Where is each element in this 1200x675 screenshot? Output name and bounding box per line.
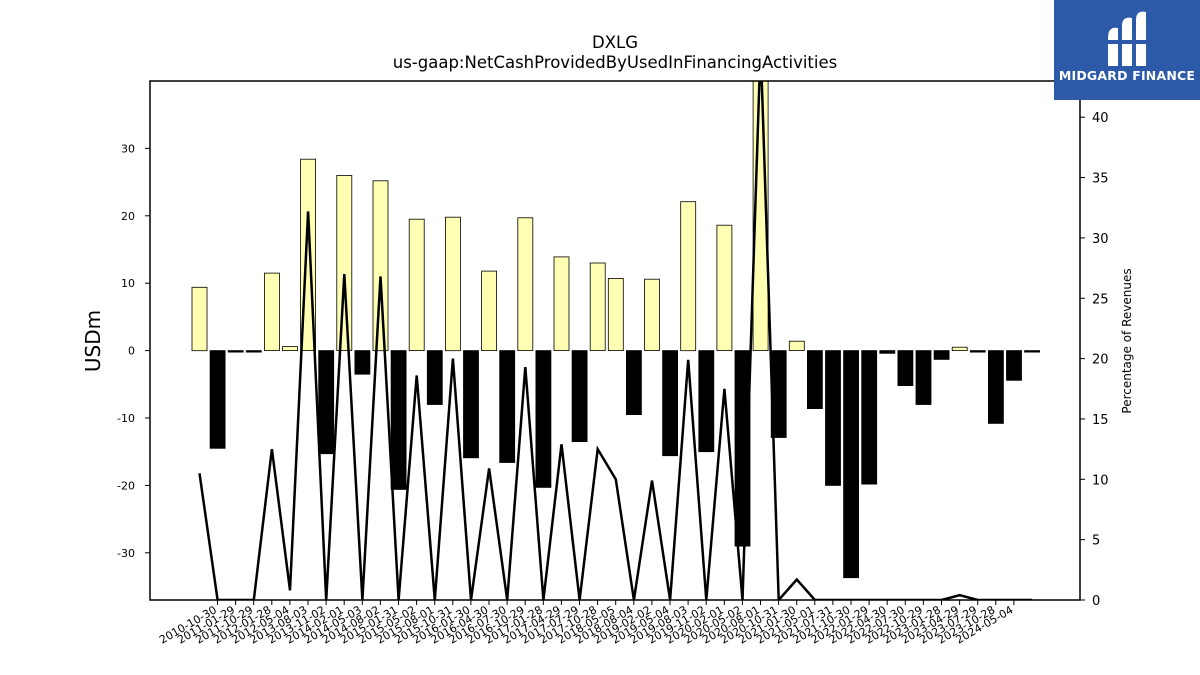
bar bbox=[318, 350, 335, 455]
y2-tick-label: 30 bbox=[1092, 232, 1109, 247]
bar bbox=[463, 350, 479, 459]
bar bbox=[698, 350, 715, 453]
bar bbox=[825, 350, 841, 486]
bar bbox=[589, 262, 606, 351]
y2-tick-label: 35 bbox=[1092, 172, 1109, 187]
bar bbox=[499, 350, 516, 463]
bar bbox=[843, 350, 859, 579]
y2-tick-label: 10 bbox=[1092, 473, 1109, 488]
bar bbox=[969, 350, 986, 353]
right-y-axis: 0 5 10 15 20 25 30 35 40 bbox=[1080, 111, 1109, 609]
bar bbox=[933, 350, 950, 360]
bar bbox=[626, 350, 642, 416]
bar bbox=[861, 350, 878, 485]
y-tick-label: -30 bbox=[117, 547, 135, 560]
bar bbox=[879, 350, 896, 354]
y2-tick-label: 5 bbox=[1092, 534, 1100, 549]
y-tick-label: -10 bbox=[117, 412, 135, 425]
y2-tick-label: 25 bbox=[1092, 292, 1109, 307]
midgard-finance-logo: MIDGARD FINANCE bbox=[1054, 0, 1200, 100]
bar bbox=[227, 350, 244, 353]
bar bbox=[481, 270, 498, 352]
logo-text: MIDGARD FINANCE bbox=[1058, 68, 1196, 83]
bar bbox=[282, 346, 298, 352]
bar bbox=[607, 278, 624, 351]
y-tick-label: 30 bbox=[121, 142, 135, 155]
y-tick-label: 10 bbox=[121, 277, 135, 290]
midgard-logo-icon bbox=[1106, 11, 1148, 66]
bar bbox=[336, 174, 353, 351]
bar bbox=[716, 224, 733, 351]
y2-tick-label: 20 bbox=[1092, 353, 1109, 368]
x-axis: 2010-10-302011-01-292011-10-292012-01-28… bbox=[157, 600, 1015, 647]
bar bbox=[644, 278, 660, 352]
bar-series bbox=[191, 80, 1040, 579]
y-tick-label: 20 bbox=[121, 210, 135, 223]
bar bbox=[788, 340, 805, 352]
revenue-percentage-line bbox=[198, 81, 1033, 600]
bar bbox=[951, 346, 968, 352]
bar bbox=[517, 217, 534, 352]
bar bbox=[372, 180, 389, 352]
bar bbox=[191, 286, 208, 352]
bar bbox=[662, 350, 678, 457]
y-tick-label: 0 bbox=[128, 345, 135, 358]
bar bbox=[426, 350, 443, 405]
plot-area-frame bbox=[149, 80, 1081, 601]
bar bbox=[807, 350, 823, 410]
bar bbox=[680, 201, 697, 352]
y-axis-label: USDm bbox=[81, 310, 105, 372]
bar bbox=[571, 350, 588, 443]
bar bbox=[245, 350, 262, 353]
bar bbox=[535, 350, 552, 488]
bar bbox=[915, 350, 932, 405]
bar bbox=[444, 216, 461, 352]
bar bbox=[390, 350, 407, 490]
y2-axis-label: Percentage of Revenues bbox=[1120, 268, 1134, 413]
y2-tick-label: 15 bbox=[1092, 413, 1109, 428]
bar bbox=[263, 272, 280, 352]
chart-subtitle: us-gaap:NetCashProvidedByUsedInFinancing… bbox=[393, 53, 837, 72]
bar bbox=[1006, 350, 1022, 381]
y-tick-label: -20 bbox=[117, 479, 135, 492]
bar bbox=[988, 350, 1004, 424]
left-y-axis: -30 -20 -10 0 10 20 30 bbox=[117, 142, 150, 560]
y2-tick-label: 0 bbox=[1092, 594, 1100, 609]
bar bbox=[209, 350, 226, 449]
bar bbox=[354, 350, 371, 375]
bar bbox=[1024, 350, 1040, 353]
bar bbox=[553, 256, 570, 351]
y2-tick-label: 40 bbox=[1092, 111, 1109, 126]
bar bbox=[408, 218, 425, 351]
line-series bbox=[198, 81, 1033, 600]
chart-title: DXLG bbox=[592, 33, 638, 52]
bar bbox=[897, 350, 914, 387]
